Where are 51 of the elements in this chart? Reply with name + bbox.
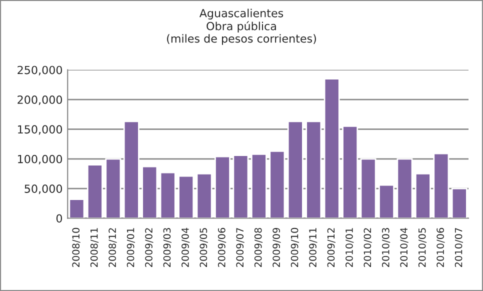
chart-title: Aguascalientes Obra pública (miles de pesos corrientes) — [167, 8, 316, 45]
bar — [105, 158, 122, 218]
bar — [324, 78, 340, 218]
x-tick-label: 2009/04 — [182, 228, 190, 267]
bar — [250, 153, 267, 218]
x-tick-label: 2010/01 — [346, 228, 354, 267]
x-tick-label: 2010/02 — [364, 228, 372, 267]
x-tick-label: 2008/11 — [90, 228, 99, 267]
x-tick-label: 2010/06 — [436, 228, 445, 267]
bar — [378, 184, 394, 218]
y-tick-label: 0 — [56, 214, 62, 223]
bar — [269, 150, 286, 218]
bar — [214, 156, 230, 218]
x-tick-label: 2008/10 — [72, 228, 80, 267]
x-tick-label: 2009/03 — [163, 228, 172, 267]
bar — [160, 172, 176, 218]
bar — [287, 120, 304, 218]
x-tick-label: 2009/08 — [254, 228, 263, 267]
bar — [68, 198, 85, 218]
bar — [414, 173, 431, 218]
x-tick-label: 2010/07 — [454, 228, 463, 267]
bar — [342, 126, 358, 218]
x-tick-label: 2010/03 — [382, 228, 390, 267]
x-tick-label: 2009/11 — [309, 228, 318, 267]
x-tick-label: 2009/05 — [200, 228, 208, 267]
y-tick-label: 50,000 — [24, 184, 62, 194]
x-tick-label: 2008/12 — [108, 228, 117, 267]
bar — [360, 158, 376, 218]
bar — [178, 175, 194, 218]
x-tick-label: 2009/10 — [290, 228, 299, 267]
x-tick-label: 2009/07 — [236, 228, 244, 267]
y-tick-label: 200,000 — [18, 95, 62, 106]
x-tick-label: 2009/06 — [218, 228, 226, 267]
bar — [196, 173, 212, 218]
bar — [396, 158, 413, 218]
x-tick-label: 2010/04 — [400, 228, 408, 267]
bar — [142, 166, 158, 218]
bar — [232, 154, 249, 218]
y-tick-label: 150,000 — [18, 125, 62, 135]
x-tick-label: 2009/09 — [272, 228, 281, 267]
bar — [451, 188, 468, 218]
x-tick-label: 2010/05 — [418, 228, 427, 267]
bar — [306, 120, 322, 218]
x-tick-label: 2009/12 — [327, 228, 336, 267]
y-tick-label: 100,000 — [18, 154, 62, 164]
x-tick-label: 2009/02 — [145, 228, 154, 267]
bar — [123, 120, 140, 218]
x-tick-label: 2009/01 — [126, 228, 135, 267]
bar — [433, 152, 450, 218]
bar — [86, 164, 103, 218]
y-tick-label: 250,000 — [18, 66, 62, 76]
